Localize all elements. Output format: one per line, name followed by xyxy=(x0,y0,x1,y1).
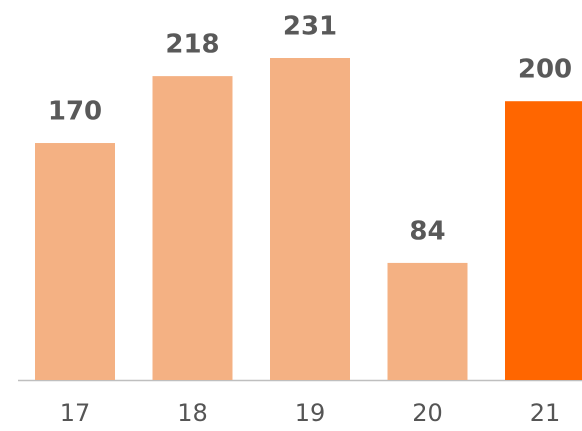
x-tick-label: 19 xyxy=(295,399,326,427)
value-label: 231 xyxy=(283,12,337,42)
x-tick-label: 17 xyxy=(60,399,91,427)
x-tick-label: 21 xyxy=(530,399,561,427)
bar xyxy=(35,143,115,380)
bar xyxy=(505,101,582,380)
x-tick-label: 20 xyxy=(412,399,443,427)
value-label: 84 xyxy=(409,216,445,246)
bar xyxy=(152,76,233,380)
value-label: 218 xyxy=(165,30,219,60)
value-label: 200 xyxy=(518,55,572,85)
x-tick-label: 18 xyxy=(177,399,208,427)
bar xyxy=(270,58,350,380)
bar xyxy=(387,262,468,380)
value-label: 170 xyxy=(48,97,102,127)
